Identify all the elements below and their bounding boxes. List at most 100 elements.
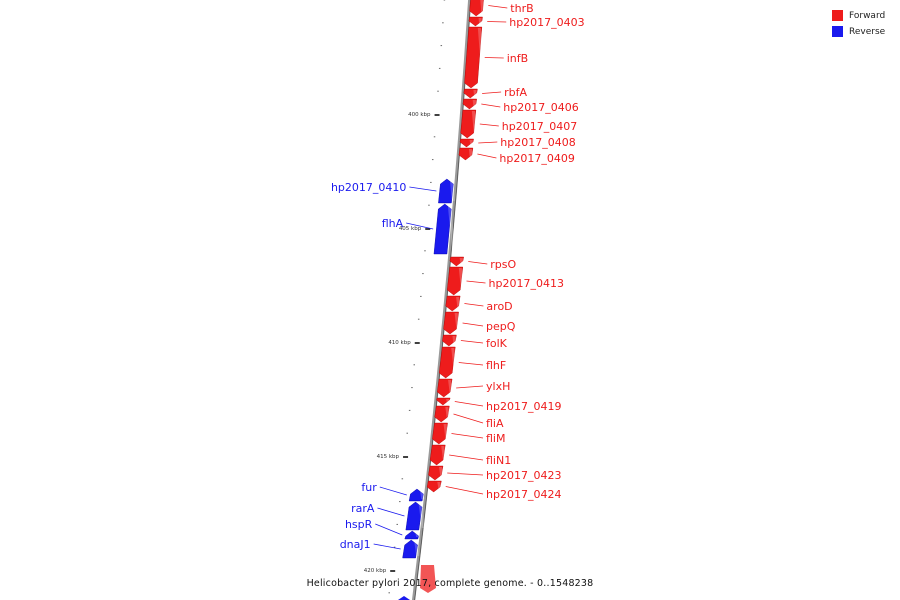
gene-arrow[interactable] [429,444,446,466]
leader-line [375,523,403,536]
gene-label[interactable]: flhF [486,359,506,372]
gene-dnaj1[interactable]: dnaJ1 [340,538,420,559]
gene-label[interactable]: flhA [382,217,404,230]
gene-hp2017-0424[interactable]: hp2017_0424 [426,480,561,501]
gene-arrow[interactable] [462,98,477,110]
gene-label[interactable]: aroD [486,300,512,313]
leader-line [462,322,484,327]
gene-arrow[interactable] [428,465,444,481]
gene-rpso[interactable]: rpsO [449,256,517,271]
gene-flha[interactable]: flhA [382,203,456,255]
gene-ylxh[interactable]: ylxH [437,378,510,398]
gene-arrow[interactable] [445,295,461,312]
partial-features [398,565,436,600]
gene-hp2017-0406[interactable]: hp2017_0406 [462,98,579,114]
gene-shine [414,541,420,556]
gene-label[interactable]: ylxH [486,380,510,393]
gene-hp2017-0413[interactable]: hp2017_0413 [447,266,564,296]
gene-hp2017-0423[interactable]: hp2017_0423 [428,465,561,482]
gene-arrow[interactable] [436,397,451,406]
gene-flhf[interactable]: flhF [438,346,506,379]
gene-label[interactable]: hp2017_0423 [486,469,561,482]
gene-label[interactable]: rpsO [490,258,516,271]
gene-label[interactable]: hp2017_0424 [486,488,561,501]
gene-label[interactable]: fliN1 [486,454,511,467]
gene-label[interactable]: hp2017_0410 [331,181,406,194]
gene-arrow[interactable] [458,147,474,161]
gene-arrow[interactable] [443,311,459,335]
gene-arrow[interactable] [433,203,452,255]
gene-label[interactable]: hp2017_0408 [500,136,575,149]
gene-label[interactable]: hp2017_0413 [489,277,564,290]
gene-label[interactable]: fliM [486,432,505,445]
leader-line [487,21,507,23]
gene-label[interactable]: fliA [486,417,504,430]
gene-hp2017-0407[interactable]: hp2017_0407 [460,109,578,139]
gene-fur[interactable]: fur [361,481,425,502]
gene-arrow[interactable] [463,88,478,99]
leader-line [373,543,401,550]
gene-shine [415,532,420,537]
gene-label[interactable]: fur [361,481,377,494]
gene-label[interactable]: rarA [351,502,375,515]
partial-forward-gene[interactable] [420,565,436,593]
gene-shine [447,205,456,252]
gene-arrow[interactable] [438,346,456,379]
legend-item-forward: Forward [832,8,890,23]
gene-label[interactable]: folK [486,337,508,350]
gene-label[interactable]: hp2017_0407 [502,120,577,133]
gene-label[interactable]: hp2017_0403 [509,16,584,29]
gene-arod[interactable]: aroD [445,295,513,313]
leader-line [482,91,502,94]
gene-hspr[interactable]: hspR [345,518,420,540]
gene-label[interactable]: hp2017_0406 [503,101,578,114]
gene-arrow[interactable] [449,256,464,267]
gene-arrow[interactable] [468,16,483,27]
gene-label[interactable]: rbfA [504,86,527,99]
gene-arrow[interactable] [432,422,448,445]
gene-label[interactable]: pepQ [486,320,516,333]
gene-hp2017-0409[interactable]: hp2017_0409 [458,147,575,165]
gene-thrb[interactable]: thrB [469,0,534,17]
gene-arrow[interactable] [408,488,424,502]
gene-arrow[interactable] [442,334,457,347]
legend-label-forward: Forward [849,10,886,21]
gene-flim[interactable]: fliM [432,422,505,445]
gene-arrow[interactable] [404,530,419,540]
gene-label[interactable]: hp2017_0419 [486,400,561,413]
gene-folk[interactable]: folK [442,334,508,350]
gene-pepq[interactable]: pepQ [443,311,516,335]
gene-arrow[interactable] [460,109,477,139]
gene-shine [478,18,483,24]
gene-label[interactable]: hp2017_0409 [499,152,574,165]
gene-rara[interactable]: rarA [351,501,425,531]
gene-flia[interactable]: fliA [434,405,504,430]
gene-flin1[interactable]: fliN1 [429,444,511,467]
gene-label[interactable]: hspR [345,518,373,531]
gene-hp2017-0403[interactable]: hp2017_0403 [468,16,585,29]
gene-hp2017-0410[interactable]: hp2017_0410 [331,178,455,204]
gene-rbfa[interactable]: rbfA [463,86,528,99]
leader-line [454,401,484,407]
partial-reverse-gene[interactable] [398,596,410,600]
gene-hp2017-0419[interactable]: hp2017_0419 [436,397,561,413]
gene-infb[interactable]: infB [464,26,529,89]
gene-arrow[interactable] [464,26,483,89]
gene-arrow[interactable] [438,178,454,204]
gene-arrow[interactable] [447,266,464,296]
gene-arrow[interactable] [434,405,450,423]
gene-shine [452,336,457,344]
gene-arrow[interactable] [469,0,484,17]
genome-caption: Helicobacter pylori 2017, complete genom… [306,578,594,589]
gene-label[interactable]: thrB [510,2,533,15]
gene-arrow[interactable] [405,501,423,531]
gene-arrow[interactable] [402,539,418,559]
leader-line [478,141,498,144]
gene-hp2017-0408[interactable]: hp2017_0408 [459,136,576,149]
gene-arrow[interactable] [437,378,453,398]
gene-arrow[interactable] [426,480,442,493]
gene-label[interactable]: infB [507,52,528,65]
gene-label[interactable]: dnaJ1 [340,538,371,551]
gene-arrow[interactable] [459,138,474,148]
